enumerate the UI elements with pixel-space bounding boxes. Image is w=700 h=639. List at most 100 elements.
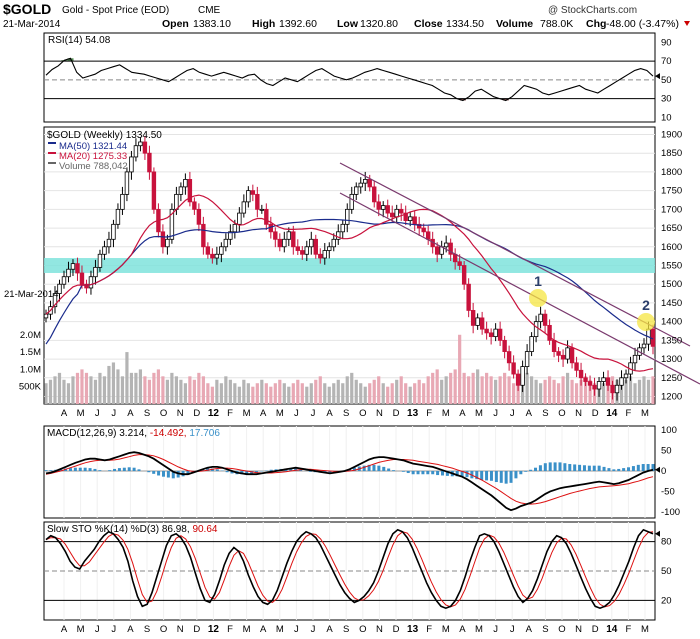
candle-body: [147, 152, 152, 173]
volume-bar: [399, 376, 403, 404]
macd-histogram-bar: [455, 470, 459, 477]
candle-body: [363, 179, 368, 184]
candle-body: [75, 263, 80, 274]
candle-body: [183, 179, 188, 188]
volume-bar: [93, 379, 98, 404]
value-pointer-icon: [655, 466, 660, 473]
candle-body: [511, 362, 516, 375]
volume-bar: [57, 372, 62, 404]
macd-histogram-bar: [436, 470, 440, 476]
volume-bar: [143, 376, 147, 404]
macd-tick-label: -50: [661, 486, 675, 497]
month-label: J: [95, 624, 100, 635]
candle-body: [488, 332, 494, 338]
candle-body: [255, 193, 260, 210]
volume-bar: [206, 383, 210, 404]
macd-histogram-bar: [548, 462, 552, 471]
month-label: A: [260, 408, 267, 419]
month-label: A: [459, 624, 466, 635]
month-label: M: [475, 624, 483, 635]
macd-histogram-bar: [631, 466, 635, 471]
volume-bar: [467, 376, 471, 404]
candle-body: [470, 310, 476, 326]
macd-histogram-bar: [651, 464, 655, 471]
macd-histogram-bar: [93, 468, 97, 471]
volume-bar: [134, 372, 138, 404]
low-label: Low: [337, 18, 359, 30]
volume-bar: [66, 383, 71, 404]
watermark: @ StockCharts.com: [548, 5, 637, 16]
candle-body: [124, 171, 130, 195]
month-label: O: [160, 408, 167, 419]
macd-title-part: -14.492,: [150, 428, 189, 439]
macd-histogram-bar: [602, 466, 606, 471]
volume-bar: [300, 383, 304, 404]
macd-histogram-bar: [627, 467, 631, 471]
volume-bar: [619, 383, 624, 404]
close-value: 1334.50: [446, 18, 484, 30]
volume-bar: [485, 372, 489, 404]
macd-histogram-bar: [622, 468, 626, 471]
macd-histogram-bar: [88, 468, 92, 471]
candle-body: [619, 377, 624, 386]
candle-body: [547, 324, 552, 341]
macd-histogram-bar: [225, 470, 229, 473]
month-label: O: [359, 408, 366, 419]
candle-body: [223, 238, 229, 248]
candle-body: [43, 313, 49, 319]
volume-tick-label: 2.0M: [20, 330, 41, 341]
volume-label: Volume: [496, 18, 533, 30]
month-label: A: [459, 408, 466, 419]
volume-bar: [237, 386, 241, 404]
legend-swatch: [48, 142, 56, 144]
rsi-zone-fill: [502, 98, 509, 101]
candle-body: [282, 238, 287, 248]
candle-body: [97, 253, 103, 268]
volume-bar: [386, 386, 390, 404]
price-tick-label: 1450: [661, 298, 682, 309]
macd-histogram-bar: [538, 465, 542, 471]
volume-bar: [561, 376, 565, 404]
volume-tick-label: 1.0M: [20, 364, 41, 375]
volume-bar: [341, 383, 345, 404]
close-label: Close: [414, 18, 443, 30]
volume-bar: [282, 383, 286, 404]
candle-body: [614, 384, 620, 394]
month-label: M: [442, 408, 450, 419]
month-label: J: [493, 408, 498, 419]
macd-histogram-bar: [166, 470, 170, 478]
candle-body: [228, 231, 233, 240]
sto-tick-label: 50: [661, 566, 672, 577]
candle-body: [403, 212, 408, 221]
volume-bar: [210, 386, 214, 404]
volume-bar: [201, 376, 205, 404]
candle-body: [277, 238, 283, 248]
candle-body: [336, 231, 341, 240]
macd-histogram-bar: [485, 470, 489, 481]
macd-histogram-bar: [299, 469, 303, 471]
candle-body: [174, 193, 179, 210]
volume-bar: [516, 379, 520, 404]
volume-bar: [579, 379, 583, 404]
volume-bar: [260, 379, 264, 404]
month-label: A: [526, 624, 533, 635]
month-label: N: [376, 624, 383, 635]
month-label: F: [426, 624, 432, 635]
volume-bar: [350, 372, 354, 404]
volume-bar: [381, 383, 385, 404]
volume-bar: [525, 372, 529, 404]
volume-bar: [192, 379, 196, 404]
month-label: N: [575, 624, 582, 635]
candle-body: [641, 343, 647, 349]
candle-body: [515, 373, 521, 386]
volume-bar: [633, 383, 637, 404]
volume-bar: [431, 372, 435, 404]
candle-body: [354, 186, 359, 195]
open-value: 1383.10: [193, 18, 231, 30]
rsi-tick-label: 70: [661, 56, 672, 67]
month-label: J: [493, 624, 498, 635]
month-label: D: [592, 624, 599, 635]
candle-body: [416, 223, 422, 229]
price-tick-label: 1400: [661, 317, 682, 328]
